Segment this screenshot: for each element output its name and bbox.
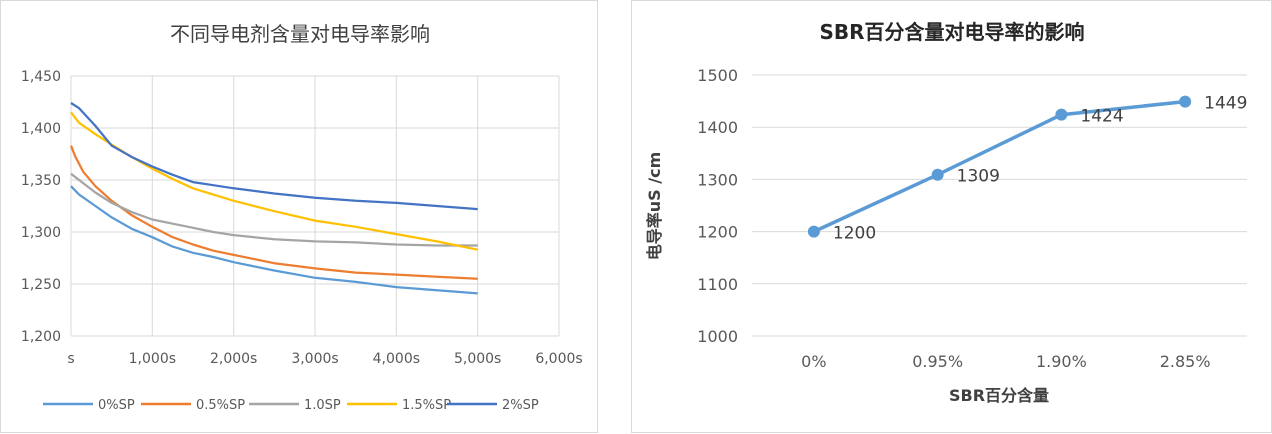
series-line-0-5-SP — [69, 145, 478, 280]
right-chart-svg: SBR百分含量对电导率的影响 1000 1100 1200 1300 1400 1500 0%… — [645, 20, 1247, 405]
legend-label: 1.5%SP — [402, 398, 451, 413]
series-line-0-SP — [70, 185, 478, 295]
left-chart-panel: 不同导电剂含量对电导率影响 1,200 1,250 1,300 1,350 1,400 1,… — [0, 0, 598, 433]
y-tick-label: 1,400 — [21, 121, 61, 137]
left-chart-svg: 不同导电剂含量对电导率影响 1,200 1,250 1,300 1,350 1,400 1,… — [21, 22, 583, 413]
legend-label: 0%SP — [98, 398, 135, 413]
legend-label: 0.5%SP — [196, 398, 245, 413]
data-point — [807, 225, 820, 238]
x-axis-title: SBR百分含量 — [949, 386, 1049, 405]
chart-title: 不同导电剂含量对电导率影响 — [170, 22, 430, 46]
legend-label: 1.0SP — [304, 398, 341, 413]
series-line-1-5-SP — [70, 111, 478, 251]
x-tick-label: 1.90% — [1036, 352, 1087, 371]
data-point — [1179, 95, 1192, 108]
data-label: 1309 — [957, 167, 1000, 187]
y-tick-label: 1,200 — [21, 329, 61, 345]
x-tick-label: 0.95% — [912, 352, 963, 371]
x-tick-label: 2.85% — [1160, 352, 1211, 371]
data-label: 1200 — [833, 224, 876, 244]
y-tick-label: 1100 — [697, 275, 738, 294]
y-axis-title: 电导率uS /cm — [645, 152, 664, 261]
y-tick-label: 1200 — [697, 223, 738, 242]
x-tick-label: 5,000s — [454, 351, 501, 367]
chart-title: SBR百分含量对电导率的影响 — [819, 20, 1084, 44]
data-label: 1449 — [1204, 94, 1247, 114]
y-tick-label: 1,300 — [21, 225, 61, 241]
data-label: 1424 — [1080, 107, 1123, 127]
y-tick-label: 1500 — [697, 66, 738, 85]
series-line-1-0SP — [70, 172, 478, 247]
x-tick-label: 0% — [801, 352, 826, 371]
right-chart-panel: SBR百分含量对电导率的影响 1000 1100 1200 1300 1400 1500 0%… — [631, 0, 1272, 433]
data-point — [931, 168, 944, 181]
series-line-2-SP — [70, 102, 478, 211]
y-tick-label: 1300 — [697, 170, 738, 189]
y-tick-label: 1,350 — [21, 173, 61, 189]
x-tick-label: 4,000s — [373, 351, 420, 367]
x-tick-label: 1,000s — [129, 351, 176, 367]
x-tick-label: 6,000s — [535, 351, 582, 367]
y-tick-label: 1,250 — [21, 277, 61, 293]
y-tick-label: 1000 — [697, 327, 738, 346]
series-line — [813, 99, 1186, 234]
data-point — [1055, 108, 1068, 121]
legend-label: 2%SP — [502, 398, 539, 413]
x-tick-label: 3,000s — [291, 351, 338, 367]
y-tick-label: 1,450 — [21, 69, 61, 85]
x-tick-label: 2,000s — [210, 351, 257, 367]
y-tick-label: 1400 — [697, 118, 738, 137]
x-tick-label: s — [67, 351, 74, 367]
